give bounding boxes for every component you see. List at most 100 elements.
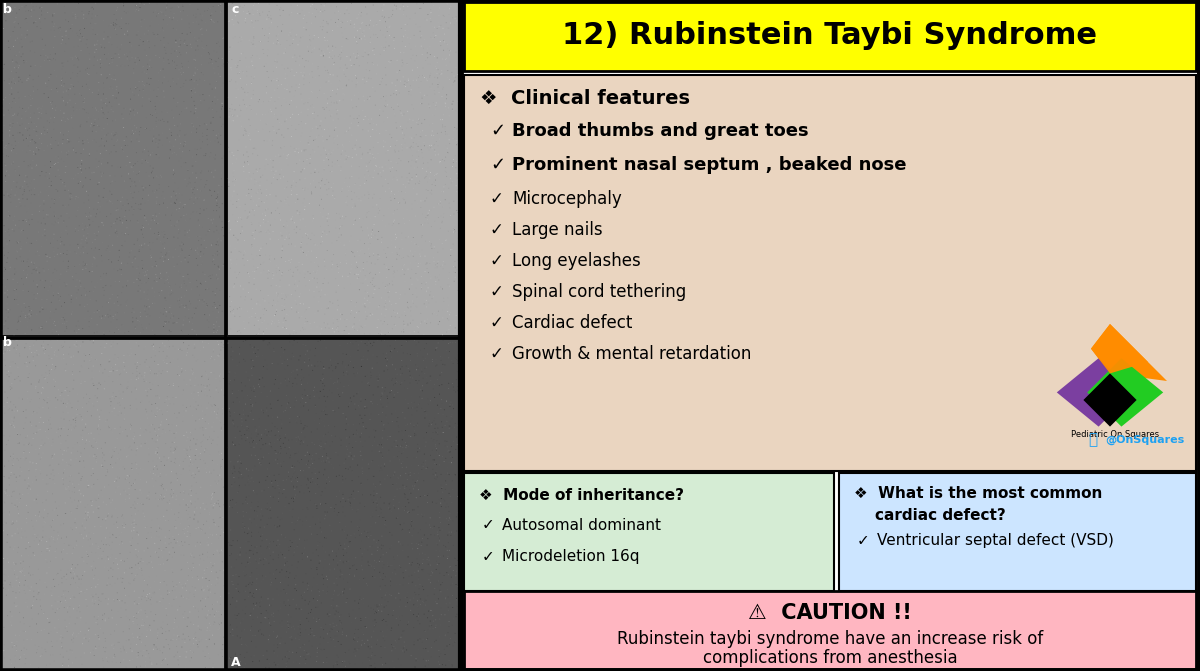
Point bbox=[407, 282, 426, 293]
Point bbox=[287, 158, 306, 169]
Point bbox=[364, 478, 383, 489]
Point bbox=[70, 515, 89, 525]
Point bbox=[5, 176, 24, 187]
Point bbox=[47, 636, 66, 647]
Point bbox=[116, 383, 136, 394]
Point bbox=[430, 664, 449, 671]
Point bbox=[151, 577, 170, 588]
Point bbox=[19, 215, 38, 225]
Point bbox=[176, 302, 196, 313]
Point bbox=[101, 563, 120, 574]
Point bbox=[172, 152, 191, 163]
Point bbox=[16, 570, 35, 581]
Point bbox=[288, 205, 307, 216]
Point bbox=[370, 205, 389, 216]
Point bbox=[420, 41, 439, 52]
Point bbox=[338, 271, 358, 282]
Point bbox=[415, 13, 434, 24]
Point bbox=[80, 171, 100, 182]
Point bbox=[403, 372, 422, 383]
Point bbox=[194, 182, 214, 193]
Point bbox=[22, 238, 41, 249]
Point bbox=[295, 391, 314, 401]
Point bbox=[212, 545, 232, 556]
Point bbox=[326, 111, 346, 121]
Point bbox=[26, 335, 46, 346]
Point bbox=[251, 531, 270, 541]
Point bbox=[18, 125, 37, 136]
Point bbox=[0, 381, 12, 392]
Point bbox=[299, 475, 318, 486]
Point bbox=[427, 512, 446, 523]
Point bbox=[401, 431, 420, 442]
Point bbox=[370, 557, 389, 568]
Point bbox=[437, 53, 456, 64]
Point bbox=[372, 440, 391, 450]
Point bbox=[311, 183, 330, 194]
Point bbox=[246, 229, 265, 240]
Point bbox=[46, 361, 65, 372]
Point bbox=[109, 481, 128, 492]
Point bbox=[344, 324, 364, 335]
Point bbox=[224, 666, 244, 671]
Point bbox=[341, 530, 360, 541]
Point bbox=[439, 300, 458, 311]
Point bbox=[152, 23, 172, 34]
Point bbox=[416, 171, 436, 182]
Point bbox=[192, 441, 211, 452]
Point bbox=[415, 449, 434, 460]
Point bbox=[137, 270, 156, 280]
Point bbox=[0, 659, 10, 670]
Point bbox=[338, 419, 358, 430]
Point bbox=[318, 213, 337, 223]
Point bbox=[414, 509, 433, 520]
Point bbox=[252, 317, 271, 327]
Point bbox=[223, 104, 242, 115]
Point bbox=[133, 620, 152, 631]
Point bbox=[400, 284, 419, 295]
Point bbox=[95, 482, 114, 493]
Point bbox=[426, 635, 445, 646]
Point bbox=[0, 346, 14, 357]
Point bbox=[54, 108, 73, 119]
Point bbox=[55, 337, 74, 348]
Point bbox=[190, 192, 209, 203]
Point bbox=[253, 660, 272, 670]
Point bbox=[412, 140, 431, 151]
Point bbox=[126, 251, 145, 262]
Point bbox=[28, 279, 47, 290]
Point bbox=[376, 410, 395, 421]
Point bbox=[244, 485, 263, 496]
Point bbox=[36, 54, 55, 64]
Point bbox=[70, 32, 89, 42]
Point bbox=[353, 18, 372, 29]
Point bbox=[269, 0, 288, 7]
Point bbox=[301, 477, 320, 488]
Point bbox=[168, 654, 187, 665]
Point bbox=[418, 258, 437, 268]
Point bbox=[329, 450, 348, 460]
Point bbox=[318, 574, 337, 584]
Point bbox=[210, 512, 229, 523]
Point bbox=[346, 532, 365, 543]
Point bbox=[274, 288, 293, 299]
Point bbox=[392, 124, 412, 135]
Point bbox=[67, 28, 86, 38]
Point bbox=[74, 666, 94, 671]
Point bbox=[416, 354, 436, 365]
Point bbox=[415, 363, 434, 374]
Point bbox=[30, 393, 49, 404]
Point bbox=[110, 162, 130, 172]
Point bbox=[419, 533, 438, 544]
Point bbox=[448, 207, 467, 218]
Point bbox=[101, 218, 120, 229]
Point bbox=[146, 494, 166, 505]
Point bbox=[422, 309, 442, 319]
Point bbox=[310, 321, 329, 331]
Point bbox=[330, 486, 349, 497]
Point bbox=[253, 7, 272, 17]
Point bbox=[61, 294, 80, 305]
Point bbox=[296, 397, 316, 408]
Point bbox=[275, 313, 294, 323]
Point bbox=[287, 482, 306, 493]
